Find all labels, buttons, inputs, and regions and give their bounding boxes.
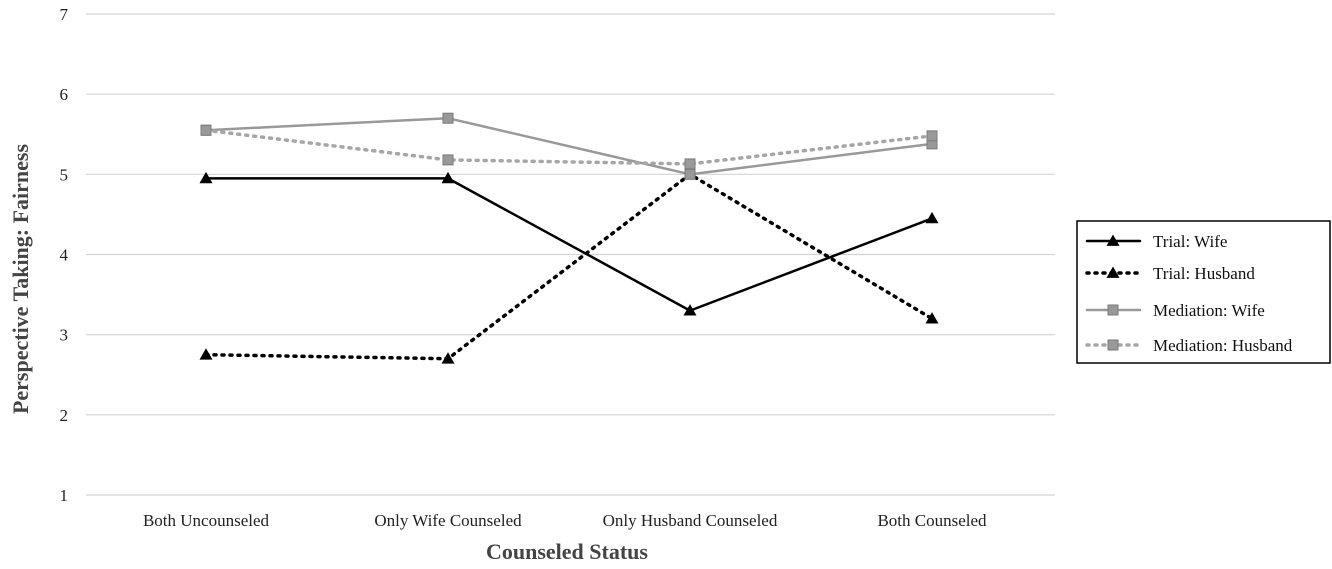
data-point [199, 171, 213, 184]
legend-label: Mediation: Husband [1153, 336, 1293, 355]
legend-label: Trial: Wife [1153, 232, 1227, 251]
x-axis-ticks: Both Uncounseled Only Wife Counseled Only … [143, 511, 987, 530]
series-4 [200, 124, 938, 170]
y-tick-label: 4 [60, 246, 69, 265]
legend-label: Trial: Husband [1153, 264, 1255, 283]
legend: Trial: Wife Trial: Husband Mediation: Wife… [1076, 220, 1331, 364]
series-line [204, 116, 934, 176]
y-tick-label: 7 [60, 5, 69, 24]
data-point [441, 171, 455, 184]
gridlines [86, 13, 1055, 496]
x-tick-label: Both Uncounseled [143, 511, 270, 530]
y-tick-label: 6 [60, 85, 69, 104]
y-axis-ticks: 1 2 3 4 5 6 7 [60, 5, 69, 505]
series-3 [200, 112, 938, 180]
series-lines [199, 112, 939, 364]
data-point [684, 168, 696, 180]
data-point [199, 348, 213, 360]
y-tick-label: 5 [60, 165, 69, 184]
x-tick-label: Only Wife Counseled [374, 511, 522, 530]
y-axis-title: Perspective Taking: Fairness [8, 144, 33, 415]
data-point [442, 112, 454, 124]
y-tick-label: 2 [60, 406, 69, 425]
data-point [200, 124, 212, 136]
x-axis-title: Counseled Status [486, 539, 648, 564]
data-point [926, 130, 938, 142]
legend-swatch-marker [1107, 339, 1119, 351]
data-point [441, 352, 455, 364]
y-tick-label: 1 [60, 486, 69, 505]
data-point [925, 312, 939, 324]
legend-item: Trial: Husband [1085, 264, 1255, 283]
legend-label: Mediation: Wife [1153, 301, 1265, 320]
legend-swatch-marker [1106, 266, 1120, 278]
x-tick-label: Only Husband Counseled [603, 511, 778, 530]
y-tick-label: 3 [60, 326, 69, 345]
series-line [204, 172, 934, 361]
legend-box [1076, 220, 1331, 364]
legend-item: Trial: Wife [1085, 232, 1227, 251]
legend-item: Mediation: Husband [1085, 336, 1293, 355]
x-tick-label: Both Counseled [877, 511, 987, 530]
data-point [684, 158, 696, 170]
legend-swatch-marker [1106, 234, 1120, 246]
series-line [204, 177, 934, 312]
data-point [683, 304, 697, 316]
legend-swatch-marker [1107, 304, 1119, 316]
data-point [925, 211, 939, 224]
series-line [204, 128, 934, 166]
series-1 [199, 171, 939, 316]
data-point [442, 154, 454, 166]
legend-item: Mediation: Wife [1085, 301, 1265, 320]
